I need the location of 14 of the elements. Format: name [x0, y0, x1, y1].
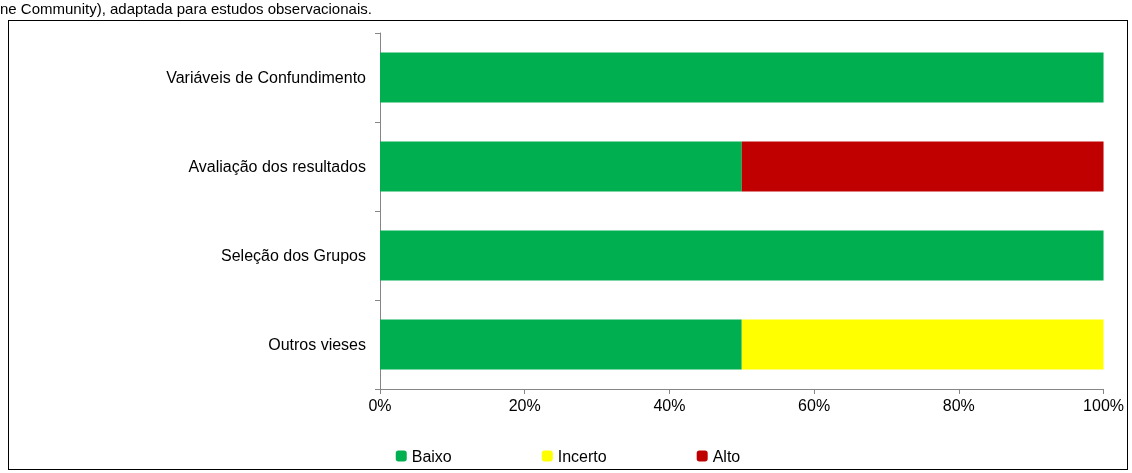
x-tick-label: 0%	[368, 396, 392, 414]
y-tick-label: Seleção dos Grupos	[221, 247, 366, 264]
x-tick-label: 100%	[1083, 396, 1124, 414]
legend-label: Baixo	[411, 447, 452, 465]
legend-label: Alto	[712, 447, 741, 465]
x-tick-label: 60%	[798, 396, 831, 414]
x-tick-label: 80%	[942, 396, 975, 414]
y-tick-label: Outros vieses	[268, 336, 366, 353]
text: ne Community), adaptada para estudos observacionais.	[0, 0, 372, 18]
x-tick-label: 40%	[653, 396, 686, 414]
legend-label: Incerto	[557, 447, 607, 465]
y-tick-label: Variáveis de Confundimento	[166, 69, 367, 86]
y-tick-label: Avaliação dos resultados	[188, 158, 366, 175]
x-tick-label: 20%	[508, 396, 541, 414]
